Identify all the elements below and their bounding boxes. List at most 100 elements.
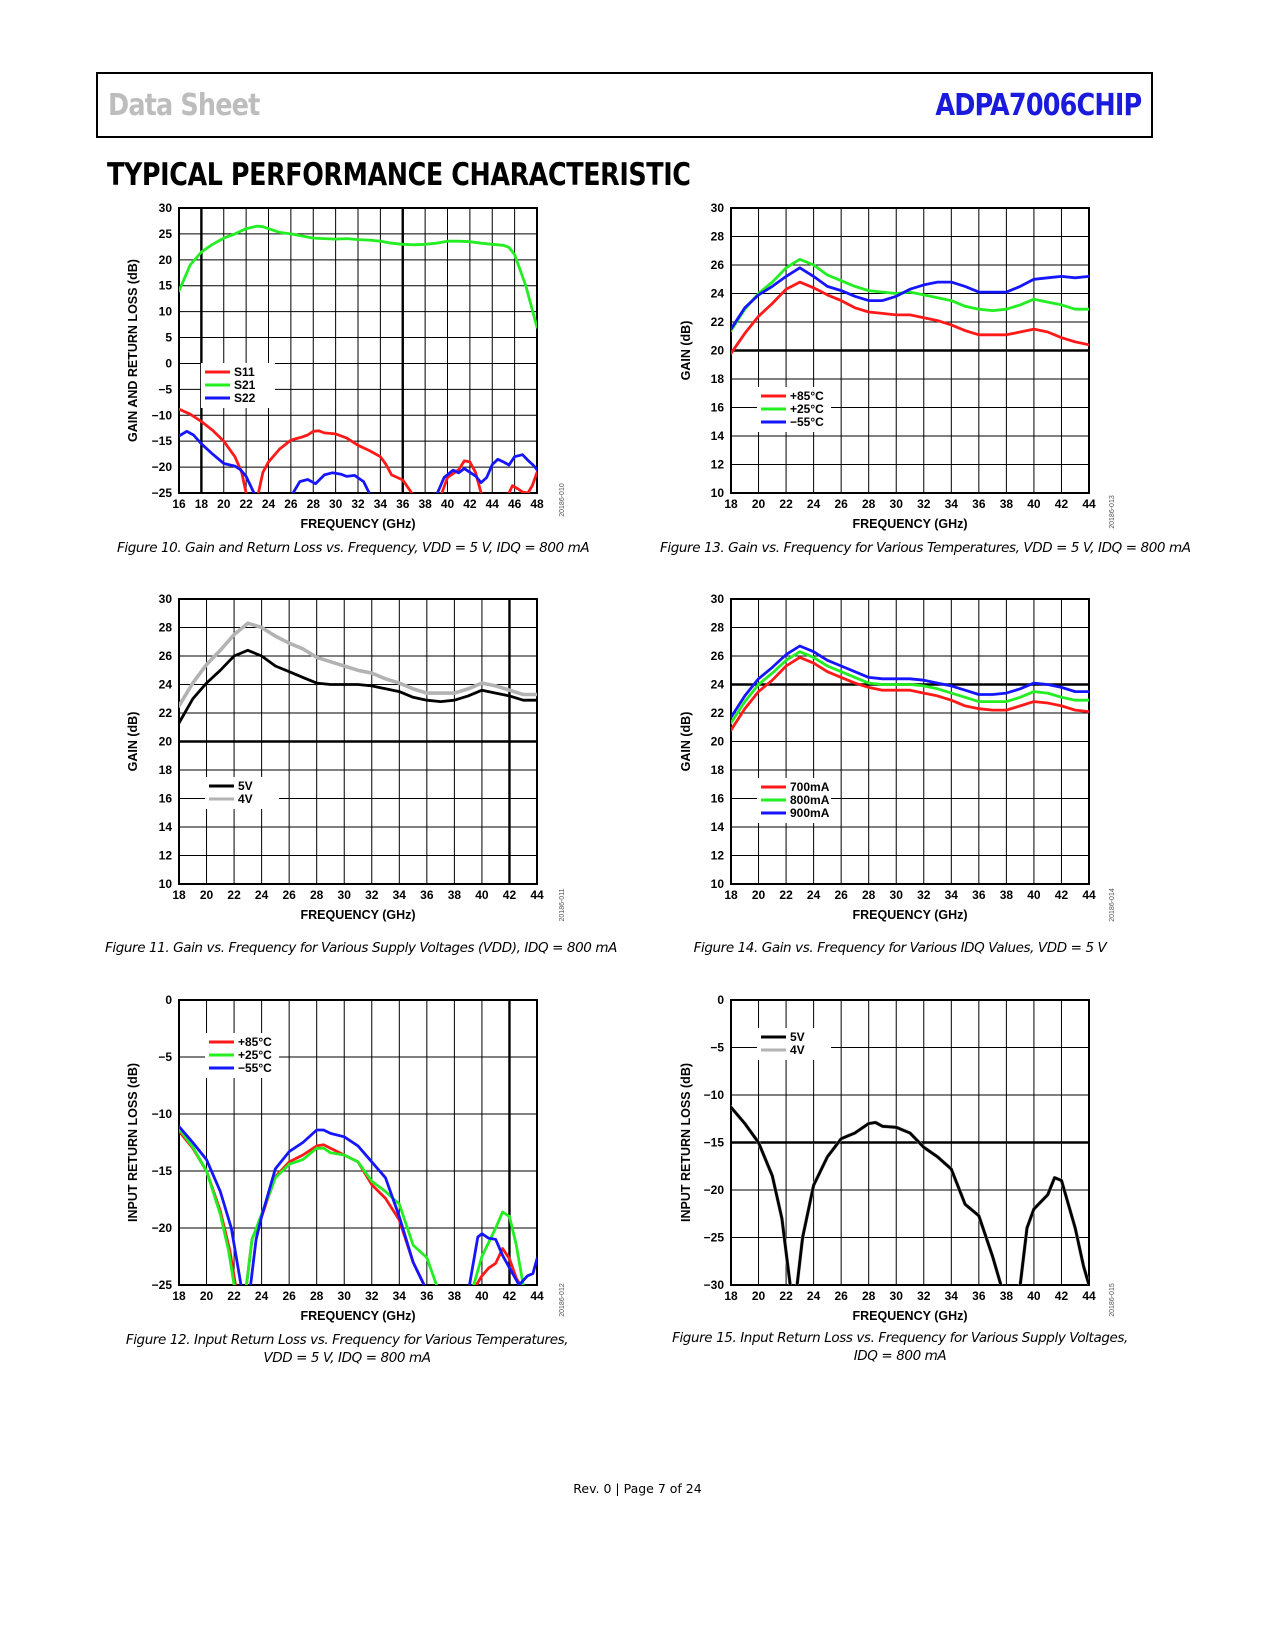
x-tick-label: 26: [284, 497, 298, 511]
x-tick-label: 28: [307, 497, 321, 511]
x-tick-label: 24: [255, 1289, 269, 1303]
series-line-S22: [179, 429, 256, 493]
x-tick-label: 30: [338, 1289, 352, 1303]
series-line-25C: [179, 1127, 236, 1285]
y-tick-label: 0: [717, 993, 724, 1007]
x-tick-label: 38: [1000, 1289, 1014, 1303]
plot-frame: [730, 598, 1090, 885]
x-tick-label: 24: [807, 888, 821, 902]
y-tick-label: 22: [159, 706, 173, 720]
y-tick-label: −5: [158, 1050, 172, 1064]
x-tick-label: 34: [945, 1289, 959, 1303]
series-group: [731, 257, 1089, 355]
figure-11-caption: Figure 11. Gain vs. Frequency for Variou…: [105, 940, 617, 956]
figure-10-caption: Figure 10. Gain and Return Loss vs. Freq…: [117, 540, 590, 556]
series-line-55C: [468, 1232, 537, 1285]
series-line-S22: [291, 471, 371, 493]
y-axis-label: GAIN (dB): [679, 712, 693, 772]
x-tick-label: 16: [172, 497, 186, 511]
y-tick-label: 14: [711, 820, 725, 834]
y-tick-label: 26: [159, 649, 173, 663]
x-tick-label: 26: [834, 888, 848, 902]
figure-code: 20186-015: [1109, 1283, 1116, 1317]
x-tick-label: 36: [396, 497, 410, 511]
y-tick-label: 20: [159, 253, 173, 267]
figure-12-caption-line1: Figure 12. Input Return Loss vs. Frequen…: [125, 1332, 569, 1348]
x-tick-label: 34: [945, 497, 959, 511]
x-tick-label: 26: [282, 1289, 296, 1303]
x-tick-label: 32: [365, 1289, 379, 1303]
series-group: [179, 224, 537, 493]
y-tick-label: 30: [159, 201, 173, 215]
x-tick-label: 22: [227, 888, 241, 902]
x-tick-label: 20: [752, 1289, 766, 1303]
x-tick-label: 28: [310, 1289, 324, 1303]
header-doc-type: Data Sheet: [108, 88, 260, 123]
y-tick-label: −10: [152, 1107, 173, 1121]
x-axis-label: FREQUENCY (GHz): [852, 517, 967, 531]
legend-label: 900mA: [790, 806, 830, 820]
section-title: TYPICAL PERFORMANCE CHARACTERISTIC: [107, 157, 691, 193]
y-tick-label: −25: [152, 486, 173, 500]
x-tick-label: 24: [262, 497, 276, 511]
y-tick-label: 25: [159, 227, 173, 241]
x-tick-label: 38: [448, 1289, 462, 1303]
x-axis-label: FREQUENCY (GHz): [300, 1309, 415, 1323]
x-tick-label: 24: [255, 888, 269, 902]
legend-background: [757, 1028, 831, 1060]
legend: +85°C+25°C−55°C: [205, 1033, 279, 1078]
legend-label: +25°C: [238, 1048, 272, 1062]
x-tick-label: 42: [1055, 497, 1069, 511]
x-tick-label: 40: [1027, 1289, 1041, 1303]
series-line-4V: [179, 621, 537, 708]
series-line-5V: [179, 648, 537, 725]
x-tick-label: 24: [807, 1289, 821, 1303]
y-tick-label: 0: [165, 993, 172, 1007]
legend-label: +85°C: [790, 389, 824, 403]
y-tick-label: −10: [152, 408, 173, 422]
x-tick-label: 20: [752, 888, 766, 902]
y-tick-label: 22: [711, 315, 725, 329]
series-line-S11: [507, 470, 537, 493]
y-tick-label: 16: [159, 792, 173, 806]
x-axis-label: FREQUENCY (GHz): [852, 908, 967, 922]
x-tick-label: 26: [834, 1289, 848, 1303]
x-tick-label: 38: [1000, 497, 1014, 511]
y-tick-label: −15: [152, 434, 173, 448]
y-tick-label: 10: [711, 877, 725, 891]
x-tick-label: 28: [862, 1289, 876, 1303]
series-line-700mA: [731, 656, 1089, 732]
series-group: [731, 644, 1089, 732]
y-tick-label: 10: [159, 877, 173, 891]
x-tick-label: 26: [834, 497, 848, 511]
x-tick-label: 32: [917, 497, 931, 511]
x-tick-label: 34: [393, 888, 407, 902]
legend-label: 5V: [238, 779, 253, 793]
figure-code: 20186-013: [1109, 495, 1116, 529]
x-tick-label: 42: [503, 888, 517, 902]
x-tick-label: 42: [463, 497, 477, 511]
y-tick-label: 26: [711, 649, 725, 663]
series-line-55C: [179, 1125, 243, 1285]
x-tick-label: 18: [724, 888, 738, 902]
series-group: [179, 1125, 537, 1285]
y-tick-label: 16: [711, 792, 725, 806]
y-axis-label: GAIN (dB): [126, 712, 140, 772]
y-tick-label: 20: [711, 344, 725, 358]
legend-label: +25°C: [790, 402, 824, 416]
y-tick-label: 15: [159, 279, 173, 293]
y-tick-label: −20: [152, 460, 173, 474]
y-tick-label: 28: [159, 621, 173, 635]
x-tick-label: 48: [530, 497, 544, 511]
x-tick-label: 20: [200, 888, 214, 902]
series-line-4V: [795, 1120, 1003, 1285]
y-tick-label: 18: [159, 763, 173, 777]
figure-13-caption: Figure 13. Gain vs. Frequency for Variou…: [660, 540, 1191, 556]
x-tick-label: 28: [862, 497, 876, 511]
y-tick-label: −20: [704, 1183, 725, 1197]
